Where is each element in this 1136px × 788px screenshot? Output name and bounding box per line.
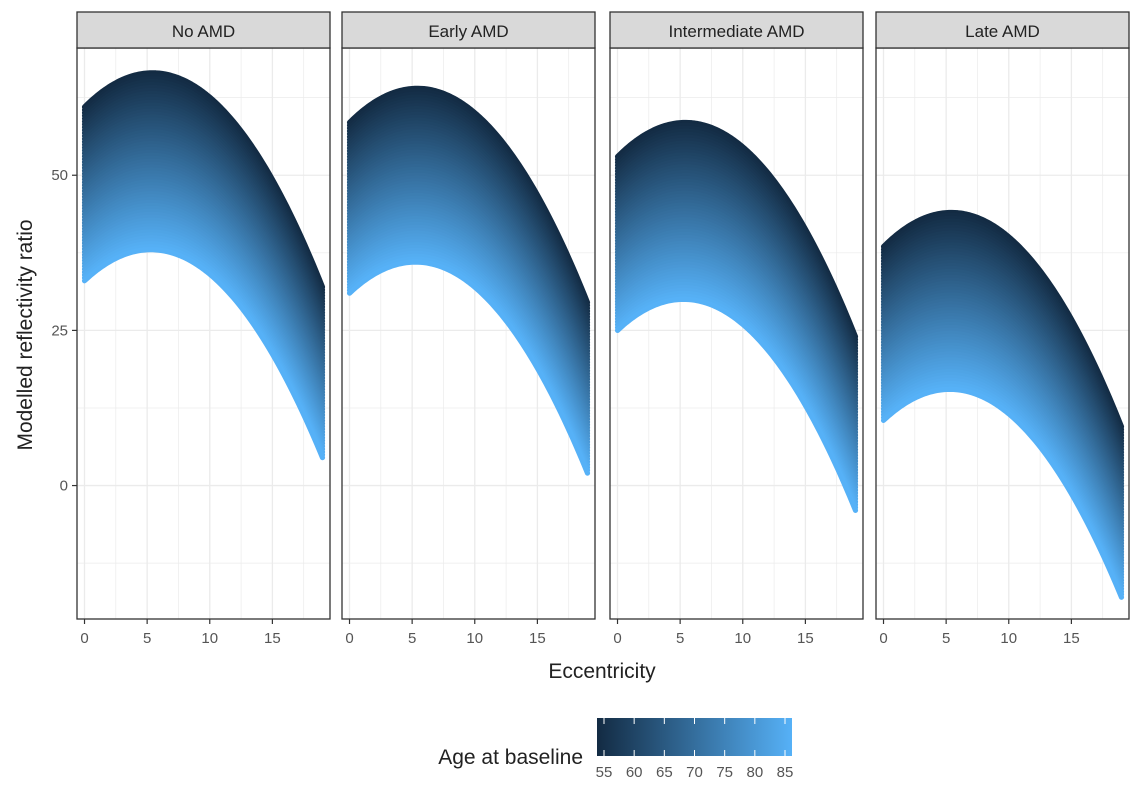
legend-tick-label: 80 <box>746 764 763 781</box>
facet-strip-label: No AMD <box>172 22 235 41</box>
legend-tick-label: 85 <box>777 764 794 781</box>
x-tick-label: 0 <box>613 630 621 647</box>
x-axis-title: Eccentricity <box>548 660 656 683</box>
x-tick-label: 10 <box>734 630 751 647</box>
x-tick-label: 5 <box>942 630 950 647</box>
x-tick-label: 15 <box>264 630 281 647</box>
legend-ticks: 55 60 65 70 75 80 85 <box>596 718 794 781</box>
legend-tick-label: 55 <box>596 764 613 781</box>
x-tick-label: 0 <box>879 630 887 647</box>
facet-strip <box>875 11 1130 49</box>
x-tick-label: 15 <box>1063 630 1080 647</box>
legend-colorbar <box>597 718 792 756</box>
facet-strip <box>76 11 331 49</box>
age-curve <box>614 296 859 513</box>
y-tick-label: 50 <box>51 167 68 184</box>
age-curve <box>346 259 591 476</box>
legend-tick-label: 70 <box>686 764 703 781</box>
x-tick-label: 0 <box>80 630 88 647</box>
facet-panel: Early AMD 0 5 10 15 <box>341 11 596 647</box>
x-tick-label: 15 <box>529 630 546 647</box>
x-tick-label: 5 <box>408 630 416 647</box>
facet-panel: Late AMD 0 5 10 15 <box>875 11 1130 647</box>
x-tick-label: 10 <box>201 630 218 647</box>
y-tick-label: 0 <box>60 478 68 495</box>
legend-tick-label: 65 <box>656 764 673 781</box>
x-tick-label: 10 <box>1000 630 1017 647</box>
x-tick-label: 5 <box>676 630 684 647</box>
age-curve <box>880 386 1125 600</box>
x-tick-label: 5 <box>143 630 151 647</box>
y-axis-title: Modelled reflectivity ratio <box>14 219 37 450</box>
legend-tick-label: 60 <box>626 764 643 781</box>
legend-title: Age at baseline <box>438 746 583 769</box>
facet-strip <box>341 11 596 49</box>
x-tick-label: 10 <box>466 630 483 647</box>
age-curve <box>81 247 326 461</box>
facet-strip <box>609 11 864 49</box>
facet-strip-label: Late AMD <box>965 22 1040 41</box>
x-tick-label: 15 <box>797 630 814 647</box>
color-legend: Age at baseline 55 60 65 70 75 80 85 <box>438 718 793 781</box>
y-tick-label: 25 <box>51 322 68 339</box>
facet-panel: No AMD 0 5 10 15 <box>76 11 331 647</box>
legend-tick-label: 75 <box>716 764 733 781</box>
facet-strip-label: Intermediate AMD <box>668 22 804 41</box>
facet-strip-label: Early AMD <box>428 22 508 41</box>
facet-panel: Intermediate AMD 0 5 10 15 <box>609 11 864 647</box>
x-tick-label: 0 <box>345 630 353 647</box>
y-axis: 0 25 50 <box>51 167 77 495</box>
